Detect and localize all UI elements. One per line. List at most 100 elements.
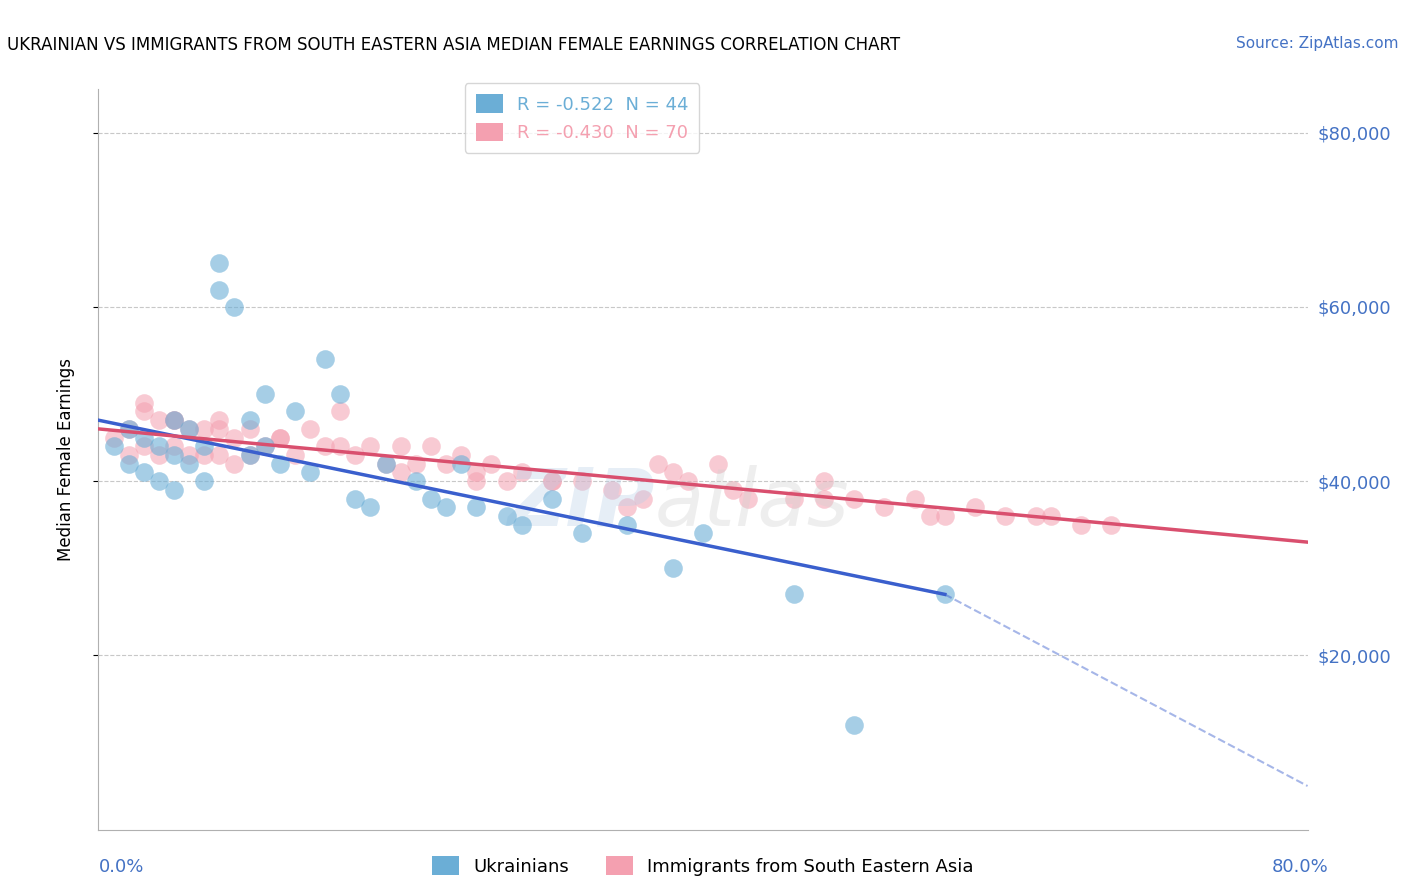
Point <box>314 352 336 367</box>
Point <box>994 508 1017 523</box>
Point <box>148 439 170 453</box>
Point <box>103 431 125 445</box>
Point <box>208 422 231 436</box>
Point <box>616 500 638 515</box>
Point <box>299 466 322 480</box>
Point <box>148 413 170 427</box>
Point <box>631 491 654 506</box>
Point <box>269 431 291 445</box>
Point <box>148 474 170 488</box>
Point <box>707 457 730 471</box>
Point <box>1099 517 1122 532</box>
Point <box>118 422 141 436</box>
Point <box>676 474 699 488</box>
Point <box>904 491 927 506</box>
Point <box>783 587 806 601</box>
Point <box>132 431 155 445</box>
Legend: Ukrainians, Immigrants from South Eastern Asia: Ukrainians, Immigrants from South Easter… <box>425 849 981 883</box>
Point <box>132 466 155 480</box>
Point <box>118 422 141 436</box>
Point <box>495 508 517 523</box>
Point <box>540 474 562 488</box>
Text: Source: ZipAtlas.com: Source: ZipAtlas.com <box>1236 36 1399 51</box>
Point <box>450 448 472 462</box>
Point <box>329 439 352 453</box>
Point <box>692 526 714 541</box>
Point <box>450 457 472 471</box>
Text: UKRAINIAN VS IMMIGRANTS FROM SOUTH EASTERN ASIA MEDIAN FEMALE EARNINGS CORRELATI: UKRAINIAN VS IMMIGRANTS FROM SOUTH EASTE… <box>7 36 900 54</box>
Point <box>329 404 352 418</box>
Point <box>360 439 382 453</box>
Point <box>723 483 745 497</box>
Point <box>118 448 141 462</box>
Point <box>148 448 170 462</box>
Point <box>163 439 186 453</box>
Point <box>540 491 562 506</box>
Point <box>163 413 186 427</box>
Point <box>360 500 382 515</box>
Point <box>253 387 276 401</box>
Point <box>208 413 231 427</box>
Point <box>208 256 231 270</box>
Point <box>239 422 262 436</box>
Point <box>374 457 396 471</box>
Point <box>193 448 215 462</box>
Point <box>299 422 322 436</box>
Text: 0.0%: 0.0% <box>98 858 143 876</box>
Point <box>1024 508 1046 523</box>
Point <box>269 431 291 445</box>
Point <box>783 491 806 506</box>
Point <box>661 561 683 575</box>
Point <box>163 448 186 462</box>
Point <box>344 448 367 462</box>
Point <box>661 466 683 480</box>
Point <box>239 413 262 427</box>
Point <box>163 483 186 497</box>
Point <box>179 422 201 436</box>
Point <box>239 448 262 462</box>
Point <box>465 474 488 488</box>
Point <box>434 457 457 471</box>
Point <box>405 474 427 488</box>
Point <box>179 422 201 436</box>
Point <box>103 439 125 453</box>
Point <box>813 474 835 488</box>
Point <box>844 718 866 732</box>
Point <box>1039 508 1062 523</box>
Point <box>465 466 488 480</box>
Point <box>934 587 956 601</box>
Point <box>224 457 246 471</box>
Point <box>389 466 412 480</box>
Text: atlas: atlas <box>655 465 849 543</box>
Point <box>224 431 246 445</box>
Point <box>1070 517 1092 532</box>
Point <box>434 500 457 515</box>
Point <box>253 439 276 453</box>
Point <box>132 396 155 410</box>
Point <box>193 474 215 488</box>
Point <box>813 491 835 506</box>
Point <box>253 439 276 453</box>
Point <box>540 474 562 488</box>
Point <box>737 491 759 506</box>
Point <box>510 466 533 480</box>
Legend: R = -0.522  N = 44, R = -0.430  N = 70: R = -0.522 N = 44, R = -0.430 N = 70 <box>465 84 699 153</box>
Point <box>314 439 336 453</box>
Point <box>844 491 866 506</box>
Point <box>269 457 291 471</box>
Point <box>179 457 201 471</box>
Point <box>965 500 987 515</box>
Point <box>132 439 155 453</box>
Point <box>208 283 231 297</box>
Point <box>193 422 215 436</box>
Point <box>918 508 941 523</box>
Point <box>405 457 427 471</box>
Point <box>571 526 593 541</box>
Text: 80.0%: 80.0% <box>1272 858 1329 876</box>
Point <box>647 457 669 471</box>
Point <box>239 448 262 462</box>
Point <box>510 517 533 532</box>
Point <box>118 457 141 471</box>
Point <box>495 474 517 488</box>
Point <box>193 439 215 453</box>
